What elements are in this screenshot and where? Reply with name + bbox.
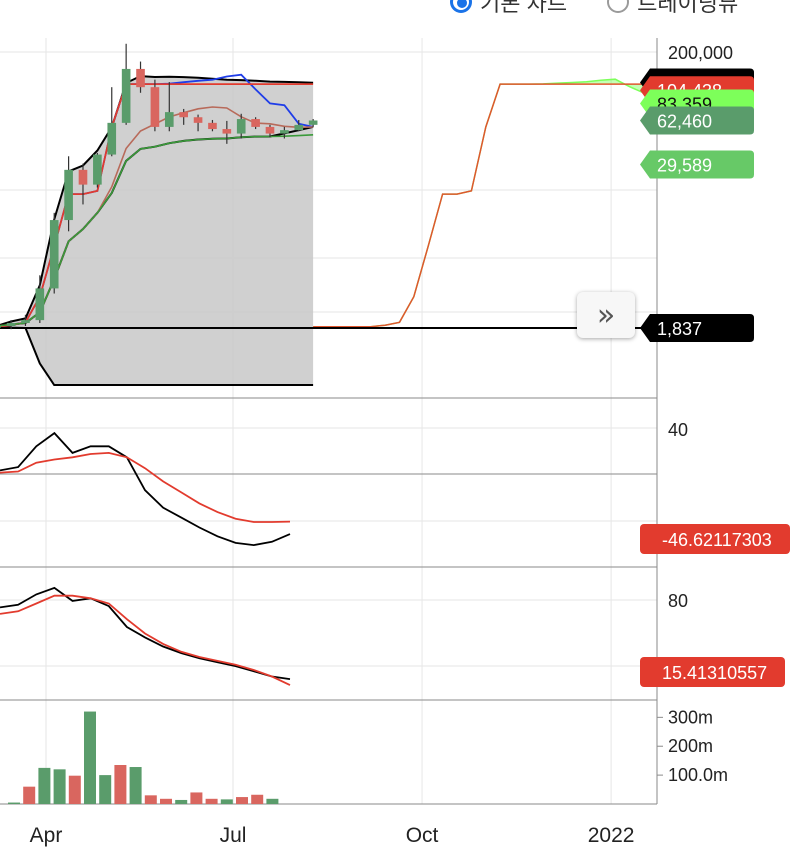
candle-body: [251, 119, 260, 127]
indicator-2-y-tick-label: 80: [668, 591, 688, 611]
volume-bar: [160, 798, 172, 804]
candle-body: [208, 122, 217, 130]
volume-bar: [129, 767, 142, 804]
candle-body: [265, 126, 275, 134]
volume-bar: [236, 797, 248, 804]
candle-body: [35, 288, 45, 321]
indicator-2-series-line: [0, 594, 291, 686]
indicator-1-value-bg: [640, 524, 790, 554]
volume-bar: [144, 795, 157, 804]
bollinger-upper-line: [0, 75, 314, 327]
candle-body: [121, 68, 131, 123]
volume-bar: [99, 775, 112, 804]
candle-body: [222, 129, 232, 134]
candle-body: [136, 68, 145, 88]
volume-y-tick-label: 200m: [668, 736, 713, 756]
volume-bar: [175, 799, 188, 804]
x-tick-label: Apr: [30, 824, 63, 847]
price-label-bg: [640, 150, 754, 179]
volume-bar: [23, 786, 36, 804]
radio-selected-icon[interactable]: [450, 0, 472, 13]
indicator-2-series-line: [0, 586, 291, 680]
candle-body: [64, 169, 73, 221]
price-label-text: 1,837: [657, 319, 702, 339]
candle-body: [236, 119, 246, 134]
span-b-line: [313, 83, 688, 328]
candle-body: [6, 322, 16, 327]
candle-body: [193, 117, 203, 123]
radio-tradingview-label: 트레이딩뷰: [637, 0, 739, 16]
volume-bar: [190, 792, 203, 804]
indicator-1-y-tick-label: 40: [668, 420, 688, 440]
candle-body: [21, 320, 30, 323]
x-tick-label: 2022: [588, 824, 635, 847]
indicator-2-value-bg: [640, 657, 785, 687]
volume-bar: [84, 711, 96, 804]
indicator-1-value-label: -46.62117303: [662, 530, 772, 550]
volume-bar: [205, 798, 218, 804]
radio-unselected-icon[interactable]: [607, 0, 630, 13]
candle-body: [280, 130, 289, 134]
expand-chart-button[interactable]: »: [577, 292, 635, 338]
candle-body: [294, 124, 304, 131]
candle-body: [150, 87, 160, 127]
volume-bar: [251, 794, 264, 804]
volume-bar: [68, 775, 81, 804]
bollinger-lower-line: [0, 325, 314, 386]
candle-body: [49, 220, 59, 289]
price-label-text: 29,589: [657, 155, 712, 175]
x-tick-label: Jul: [220, 824, 247, 847]
price-label-bg: [640, 314, 754, 342]
indicator-1-series-line: [0, 451, 291, 523]
candle-body: [78, 169, 88, 185]
volume-bar: [220, 799, 233, 804]
price-label-bg: [640, 106, 754, 135]
bollinger-band-fill: [0, 76, 314, 385]
candle-body: [179, 112, 188, 118]
candle-body: [107, 122, 117, 155]
indicator-1-series-line: [0, 431, 291, 547]
ichimoku-cloud: [313, 79, 688, 327]
volume-bar: [38, 767, 51, 804]
volume-bar: [53, 769, 66, 804]
candle-body: [93, 154, 102, 185]
chart-type-selector: 기본 차트 트레이딩뷰: [450, 0, 738, 18]
volume-y-tick-label: 100.0m: [668, 765, 728, 785]
volume-bar: [266, 798, 279, 804]
radio-tradingview[interactable]: 트레이딩뷰: [607, 0, 738, 18]
lagging-line: [0, 134, 314, 327]
candle-body: [0, 326, 1, 328]
x-tick-label: Oct: [406, 824, 439, 847]
volume-y-tick-label: 300m: [668, 707, 713, 727]
span-a-line: [313, 78, 688, 328]
price-y-tick-label: 200,000: [668, 43, 733, 63]
radio-basic-chart[interactable]: 기본 차트: [450, 0, 567, 18]
candle-body: [164, 112, 174, 127]
indicator-2-value-label: 15.41310557: [662, 663, 767, 683]
price-label-text: 62,460: [657, 111, 712, 131]
volume-bar: [114, 765, 127, 804]
radio-basic-chart-label: 기본 차트: [480, 0, 568, 16]
double-chevron-right-icon: »: [596, 297, 616, 333]
volume-bar: [8, 802, 20, 804]
candle-body: [308, 120, 318, 125]
